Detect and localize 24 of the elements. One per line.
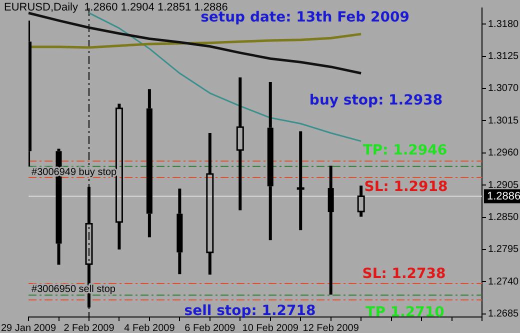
x-tick-label: 10 Feb 2009 [242,322,299,333]
ref-line-label: 1.2886 [487,190,520,202]
x-tick-label: 6 Feb 2009 [184,322,236,333]
y-tick-label: 1.2850 [488,212,520,224]
y-tick-label: 1.2905 [488,180,520,191]
annotation: TP 1.2710 [366,304,445,320]
y-tick-label: 1.3070 [488,83,520,94]
x-tick-label: 4 Feb 2009 [124,322,176,333]
y-tick-label: 1.3015 [488,115,520,126]
annotation: sell stop: 1.2718 [184,302,316,319]
x-tick-label: 12 Feb 2009 [302,322,360,333]
y-tick-label: 1.2960 [488,148,520,159]
y-tick-label: 1.3125 [488,51,520,62]
annotation: buy stop: 1.2938 [309,92,443,109]
annotation: TP: 1.2946 [362,142,448,159]
x-tick-label: 2 Feb 2009 [64,322,115,333]
y-tick-label: 1.3180 [488,18,520,30]
y-tick-label: 1.2740 [488,276,520,288]
y-tick-label: 1.2685 [488,308,520,320]
x-tick-label: 29 Jan 2009 [0,322,56,333]
annotation: setup date: 13th Feb 2009 [200,10,410,26]
annotation: SL: 1.2738 [362,266,446,282]
annotation: SL: 1.2918 [364,179,448,196]
y-tick-label: 1.2795 [488,244,520,256]
